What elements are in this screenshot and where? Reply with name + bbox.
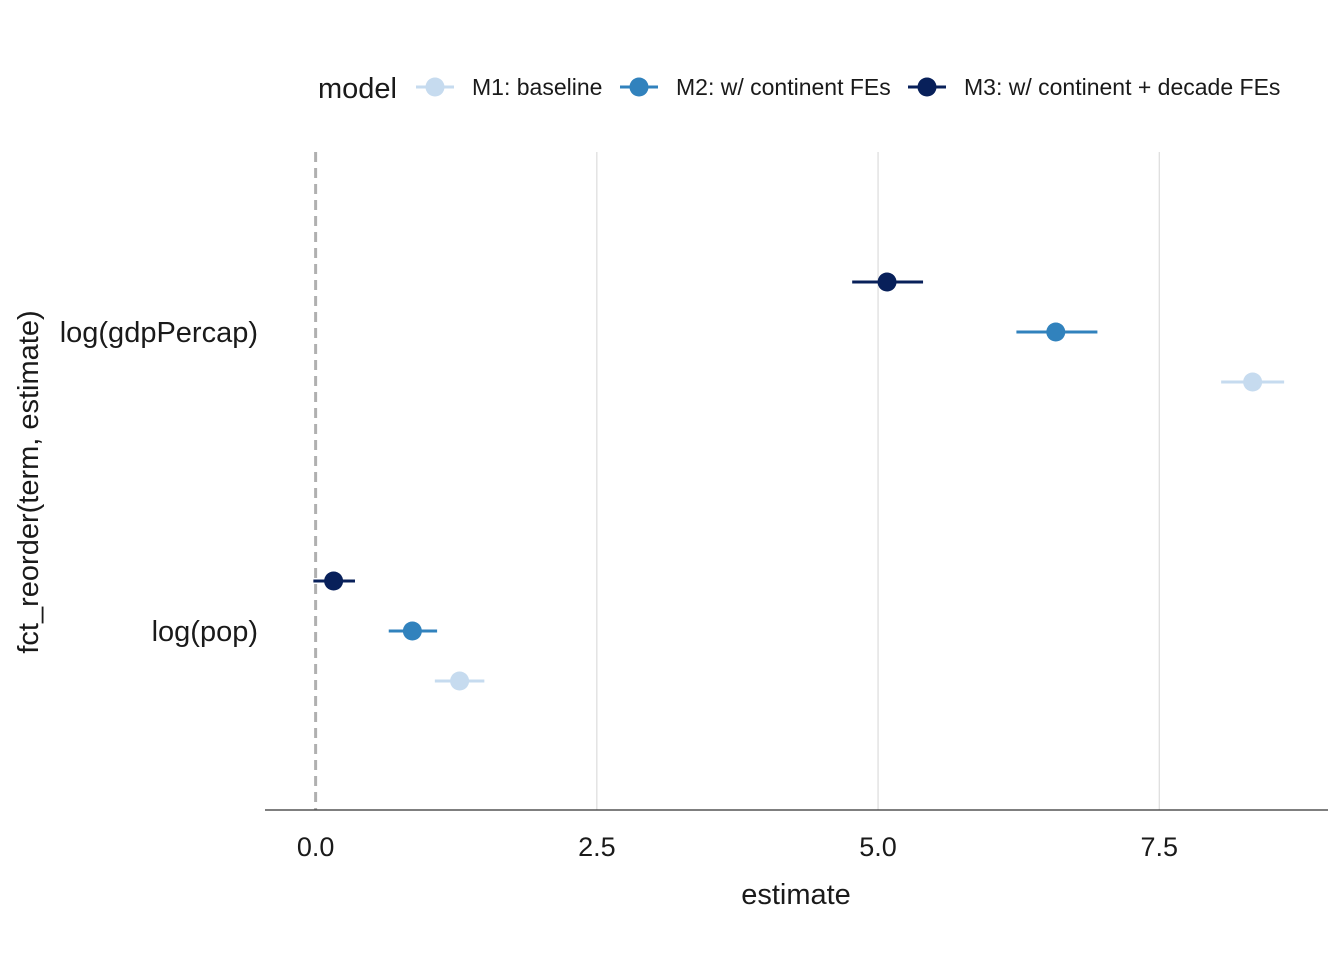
point-s1-p0 [1046, 322, 1066, 342]
legend-key-point-1 [629, 77, 649, 97]
legend-title: model [318, 73, 397, 105]
point-s2-p0 [877, 272, 897, 292]
y-tick-label-0: log(pop) [152, 616, 258, 648]
x-axis-title: estimate [741, 879, 851, 911]
legend-label-2: M3: w/ continent + decade FEs [964, 74, 1280, 100]
point-s0-p1 [450, 671, 470, 691]
x-tick-label-2: 5.0 [859, 832, 897, 862]
legend-key-point-0 [425, 77, 445, 97]
legend-label-0: M1: baseline [472, 74, 602, 100]
axis-layer: 0.0 2.5 5.0 7.5 log(pop) log(gdpPercap) [60, 317, 1328, 862]
legend-key-point-2 [917, 77, 937, 97]
point-s2-p1 [324, 571, 344, 591]
y-axis-title: fct_reorder(term, estimate) [13, 310, 45, 653]
y-tick-label-1: log(gdpPercap) [60, 317, 258, 349]
legend: model M1: baseline M2: w/ continent FEs M3:… [318, 73, 1280, 105]
marks-layer [313, 272, 1285, 691]
x-tick-label-3: 7.5 [1140, 832, 1178, 862]
legend-label-1: M2: w/ continent FEs [676, 74, 891, 100]
point-s1-p1 [402, 621, 422, 641]
point-s0-p0 [1243, 372, 1263, 392]
x-tick-label-1: 2.5 [578, 832, 616, 862]
grid-layer [596, 152, 1160, 810]
x-tick-label-0: 0.0 [297, 832, 335, 862]
